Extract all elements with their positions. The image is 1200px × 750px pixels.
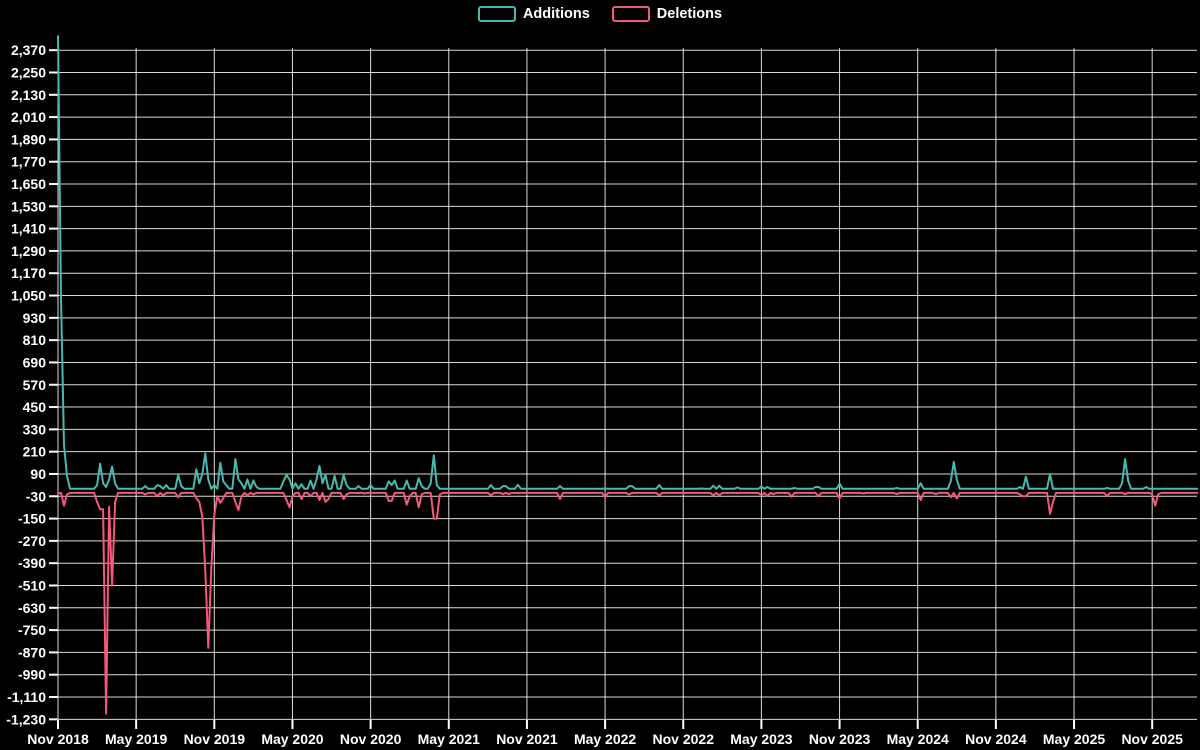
y-axis-tick-label: 1,050 (11, 288, 46, 304)
x-axis-tick-label: Nov 2021 (496, 731, 558, 747)
x-axis-tick-label: Nov 2024 (965, 731, 1027, 747)
legend-item-deletions[interactable]: Deletions (611, 5, 723, 22)
y-axis-tick-label: 1,170 (11, 265, 46, 281)
y-axis-tick-label: -510 (18, 577, 46, 593)
y-axis-tick-label: 90 (30, 466, 46, 482)
y-axis-tick-label: -990 (18, 667, 46, 683)
y-axis-tick-label: 2,130 (11, 87, 46, 103)
x-axis-tick-label: May 2022 (574, 731, 636, 747)
y-axis-tick-label: 1,890 (11, 131, 46, 147)
x-axis-tick-label: Nov 2023 (809, 731, 871, 747)
deletions-swatch-icon (611, 6, 650, 22)
y-axis-tick-label: 450 (23, 399, 47, 415)
y-axis-tick-label: 2,250 (11, 64, 46, 80)
y-axis-tick-label: 210 (23, 444, 47, 460)
y-axis-tick-label: 930 (23, 310, 47, 326)
y-axis-tick-label: -1,110 (7, 689, 46, 705)
legend-label-deletions: Deletions (656, 5, 723, 22)
x-axis-tick-label: Nov 2019 (184, 731, 246, 747)
legend-item-additions[interactable]: Additions (477, 5, 590, 22)
chart-legend: Additions Deletions (0, 6, 1200, 22)
y-axis-tick-label: -630 (18, 600, 46, 616)
y-axis-tick-label: 1,290 (11, 243, 46, 259)
y-axis-tick-label: 330 (23, 421, 47, 437)
y-axis-tick-label: -30 (26, 488, 46, 504)
y-axis-tick-label: 690 (23, 354, 47, 370)
y-axis-tick-label: -750 (18, 622, 46, 638)
y-axis-tick-label: 1,410 (11, 221, 46, 237)
y-axis-tick-label: 1,650 (11, 176, 46, 192)
additions-line (57, 35, 1199, 490)
x-axis-tick-label: Nov 2025 (1121, 731, 1183, 747)
x-axis-tick-label: May 2021 (418, 731, 480, 747)
legend-label-additions: Additions (522, 5, 590, 22)
x-axis-tick-label: May 2023 (730, 731, 792, 747)
y-axis-tick-label: 1,770 (11, 154, 46, 170)
y-axis-tick-label: -870 (18, 644, 46, 660)
additions-swatch-icon (477, 6, 516, 22)
x-axis-tick-label: May 2024 (887, 731, 949, 747)
y-axis-tick-label: -390 (18, 555, 46, 571)
deletions-line (57, 491, 1199, 715)
y-axis-tick-label: 810 (23, 332, 47, 348)
x-axis-tick-label: May 2019 (105, 731, 167, 747)
y-axis-tick-label: -1,230 (6, 711, 46, 727)
x-axis-tick-label: Nov 2018 (27, 731, 89, 747)
x-axis-tick-label: May 2025 (1043, 731, 1105, 747)
x-axis-tick-label: May 2020 (261, 731, 323, 747)
x-axis-tick-label: Nov 2020 (340, 731, 402, 747)
y-axis-tick-label: 2,010 (11, 109, 46, 125)
y-axis-tick-label: 570 (23, 377, 47, 393)
y-axis-tick-label: -270 (18, 533, 46, 549)
y-axis-tick-label: 1,530 (11, 198, 46, 214)
x-axis-tick-label: Nov 2022 (653, 731, 715, 747)
y-axis-tick-label: 2,370 (11, 42, 46, 58)
y-axis-tick-label: -150 (18, 511, 46, 527)
